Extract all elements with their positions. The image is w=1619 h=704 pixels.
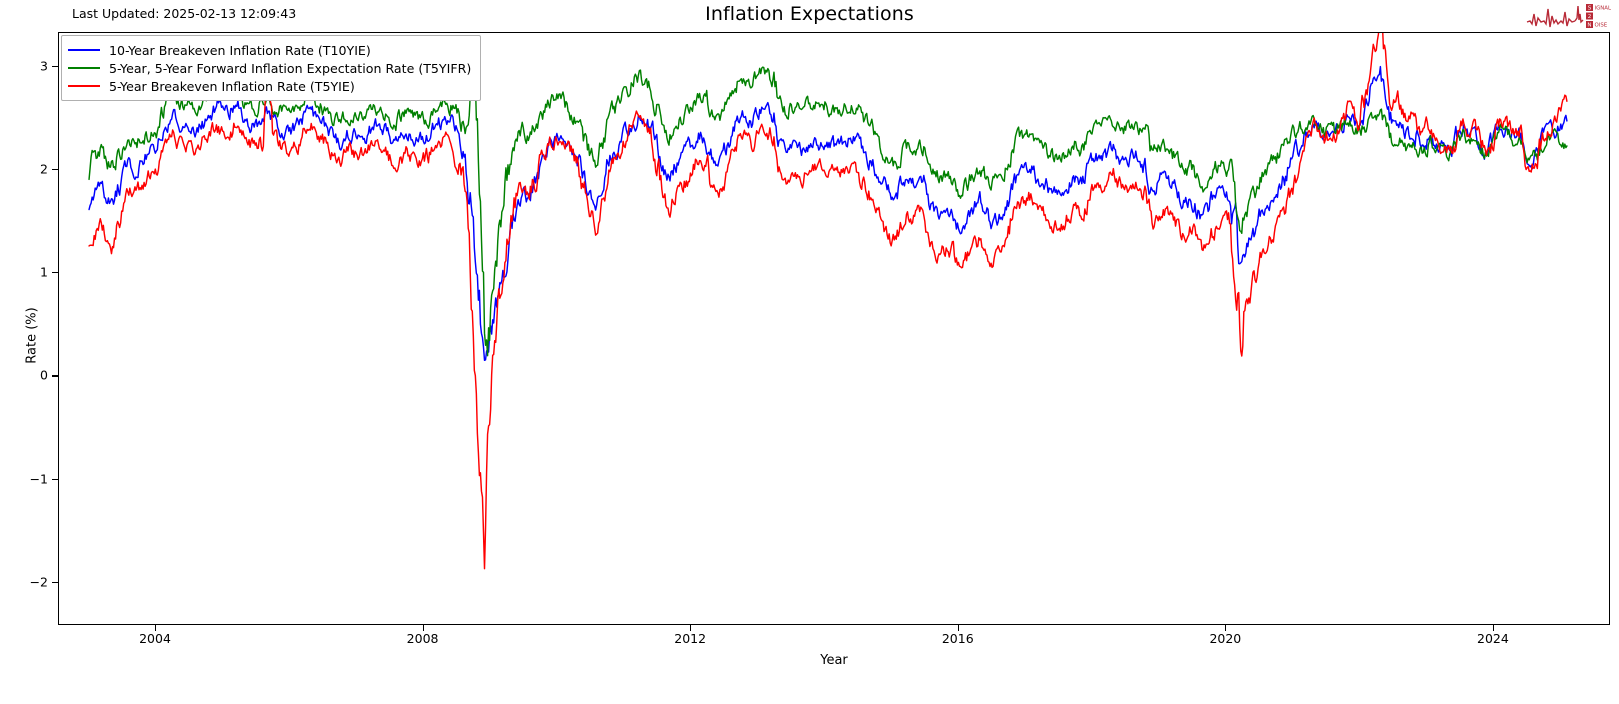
y-tick-label: 3 — [40, 58, 48, 74]
x-tick-mark — [422, 625, 424, 631]
x-tick-label: 2004 — [139, 631, 171, 646]
x-tick-mark — [1225, 625, 1227, 631]
svg-text:S: S — [1588, 6, 1592, 12]
x-tick-label: 2012 — [674, 631, 707, 646]
logo-word-signal: IGNAL — [1595, 6, 1612, 12]
y-tick-label: 0 — [40, 367, 48, 383]
y-tick-mark — [52, 478, 58, 480]
legend-item-t5yifr[interactable]: 5-Year, 5-Year Forward Inflation Expecta… — [68, 59, 471, 77]
x-tick-label: 2008 — [406, 631, 439, 646]
x-tick-mark — [1492, 625, 1495, 631]
svg-text:N: N — [1587, 23, 1591, 29]
plot-area — [58, 32, 1610, 625]
x-tick-label: 2024 — [1477, 631, 1509, 646]
y-tick-label: −2 — [29, 574, 48, 590]
logo-word-noise: OISE — [1595, 23, 1608, 29]
y-tick-mark — [52, 375, 58, 377]
y-tick-label: 2 — [40, 161, 48, 177]
legend-item-t10yie[interactable]: 10-Year Breakeven Inflation Rate (T10YIE… — [68, 41, 471, 59]
y-tick-label: −1 — [29, 471, 48, 487]
legend-item-label: 5-Year Breakeven Inflation Rate (T5YIE) — [109, 78, 355, 94]
x-tick-label: 2016 — [941, 631, 974, 646]
legend-color-swatch — [68, 49, 100, 51]
signal-to-noise-logo: S IGNAL 2 N OISE — [1517, 0, 1617, 32]
last-updated-text: Last Updated: 2025-02-13 12:09:43 — [72, 6, 297, 21]
y-tick-mark — [52, 169, 58, 171]
x-axis-label: Year — [820, 653, 848, 668]
legend-color-swatch — [68, 85, 100, 87]
y-tick-mark — [52, 581, 58, 583]
y-tick-mark — [52, 272, 58, 274]
page-title: Inflation Expectations — [0, 3, 1619, 25]
series-lines — [59, 33, 1609, 624]
y-tick-mark — [52, 66, 58, 68]
x-tick-mark — [957, 625, 959, 631]
series-line-t5yie — [89, 33, 1567, 569]
series-line-t5yifr — [89, 38, 1567, 356]
legend-item-label: 10-Year Breakeven Inflation Rate (T10YIE… — [109, 42, 371, 58]
legend-item-t5yie[interactable]: 5-Year Breakeven Inflation Rate (T5YIE) — [68, 77, 471, 95]
x-tick-label: 2020 — [1209, 631, 1242, 646]
x-tick-mark — [690, 625, 692, 631]
legend[interactable]: 10-Year Breakeven Inflation Rate (T10YIE… — [61, 35, 482, 101]
legend-color-swatch — [68, 67, 100, 69]
logo-waveform-icon: S IGNAL 2 N OISE — [1526, 4, 1612, 29]
chart-title-text: Inflation Expectations — [705, 3, 914, 25]
y-tick-label: 1 — [40, 264, 48, 280]
x-tick-mark — [155, 625, 157, 631]
legend-item-label: 5-Year, 5-Year Forward Inflation Expecta… — [109, 60, 472, 76]
svg-text:2: 2 — [1588, 14, 1592, 20]
y-axis-label: Rate (%) — [24, 307, 40, 364]
